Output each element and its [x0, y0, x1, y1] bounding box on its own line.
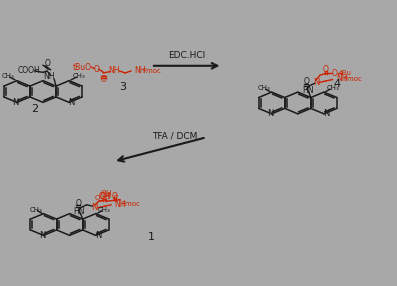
Text: CH₃: CH₃ [73, 74, 85, 79]
Text: 3: 3 [119, 82, 127, 92]
Text: C: C [113, 194, 118, 204]
Text: O: O [304, 77, 309, 86]
Text: Fmoc: Fmoc [121, 201, 141, 207]
Text: TFA / DCM: TFA / DCM [152, 131, 197, 140]
Text: O: O [45, 59, 51, 68]
Text: O: O [93, 65, 99, 74]
Text: Fmoc: Fmoc [142, 68, 161, 74]
Text: N: N [267, 109, 273, 118]
Text: COOH: COOH [18, 66, 40, 75]
Text: O: O [75, 199, 81, 208]
Text: CH₃: CH₃ [2, 74, 15, 79]
Text: CH₃: CH₃ [98, 207, 111, 212]
Text: CH₃: CH₃ [257, 85, 270, 91]
Text: HN: HN [73, 207, 85, 217]
Text: O: O [112, 192, 118, 201]
Text: EDC.HCl: EDC.HCl [168, 51, 205, 60]
Text: O: O [332, 69, 338, 78]
Text: HN: HN [302, 86, 313, 95]
Text: 4: 4 [334, 80, 341, 89]
Text: O: O [95, 196, 100, 201]
Text: NH: NH [134, 66, 146, 76]
Text: CH₃: CH₃ [326, 85, 339, 91]
Text: N: N [313, 78, 319, 87]
Text: N: N [91, 203, 98, 212]
Text: N: N [12, 98, 19, 107]
Text: NH: NH [109, 66, 120, 76]
Text: NH: NH [114, 200, 126, 209]
Text: 1: 1 [147, 233, 154, 242]
Text: 2: 2 [31, 104, 39, 114]
Text: Fmoc: Fmoc [343, 76, 362, 82]
Text: NH: NH [44, 72, 55, 81]
Text: CH₃: CH₃ [29, 207, 42, 212]
Text: N: N [95, 231, 101, 240]
Text: O: O [100, 75, 106, 84]
Text: OH: OH [99, 192, 110, 201]
Text: NH: NH [336, 74, 347, 84]
Text: tBu: tBu [340, 70, 352, 76]
Text: tBuO: tBuO [72, 63, 91, 72]
Text: O: O [323, 65, 329, 74]
Text: OH: OH [101, 190, 112, 199]
Text: OH: OH [100, 192, 112, 201]
Text: N: N [39, 231, 45, 240]
Text: N: N [323, 109, 330, 118]
Text: N: N [68, 98, 75, 107]
